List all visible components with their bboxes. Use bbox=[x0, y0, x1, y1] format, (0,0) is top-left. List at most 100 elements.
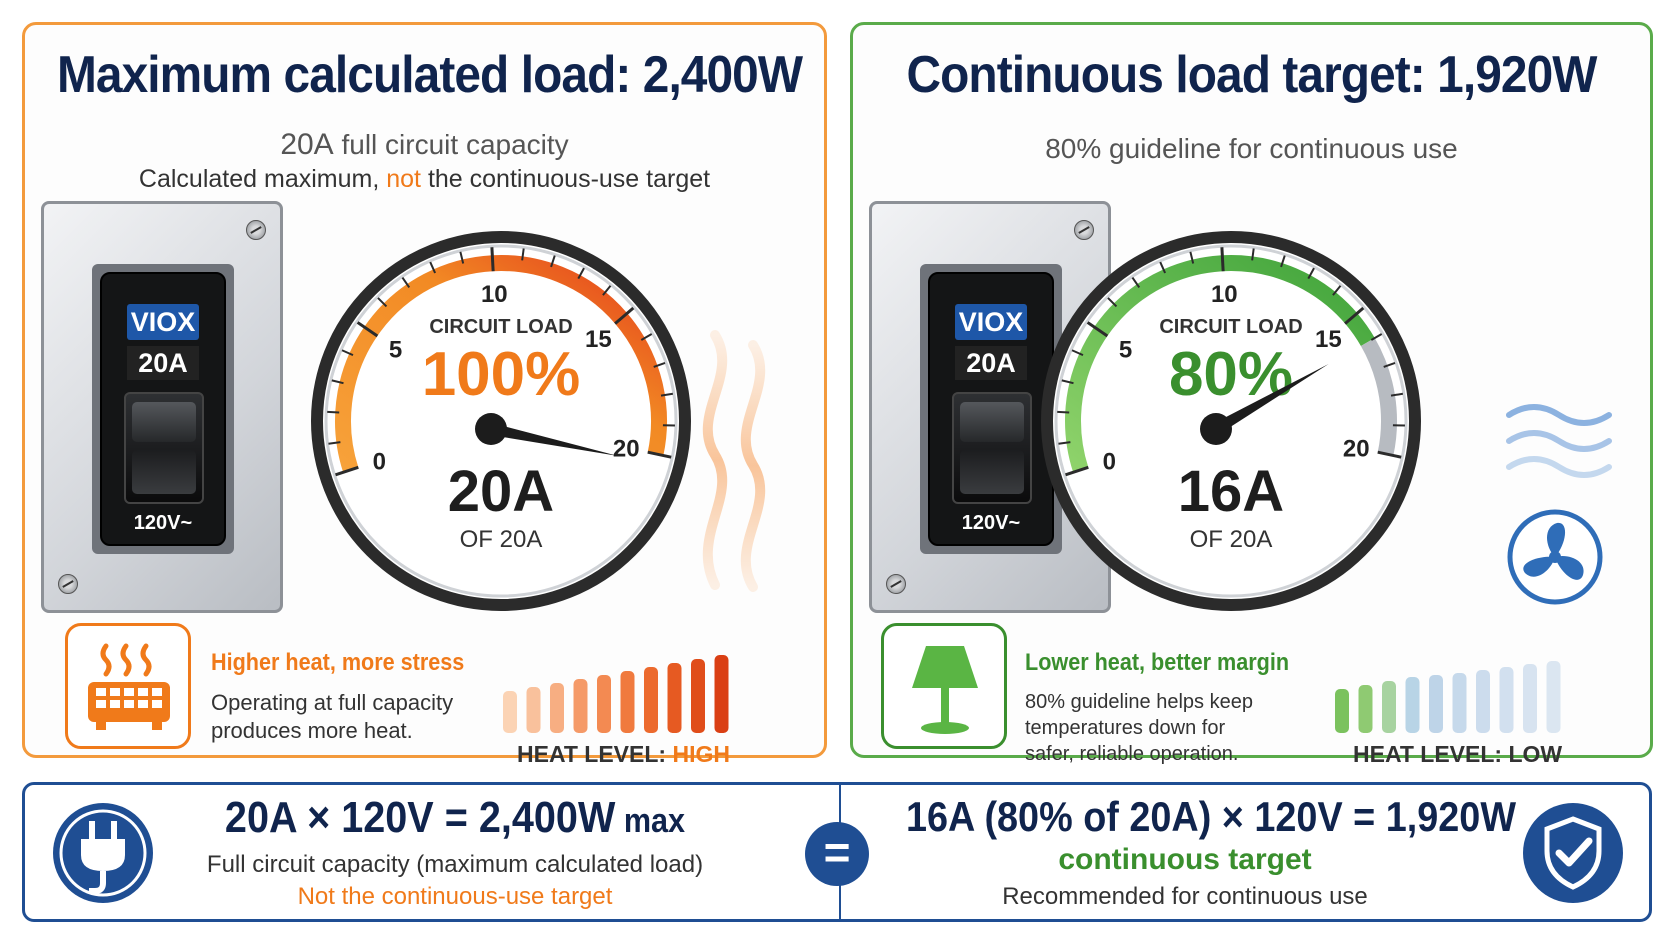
screw-icon bbox=[1074, 220, 1094, 240]
heat-status-title: Lower heat, better margin bbox=[1025, 649, 1290, 676]
gauge-tick-label: 0 bbox=[373, 449, 386, 476]
heat-bar bbox=[550, 683, 564, 733]
gauge-tick bbox=[521, 248, 525, 261]
heat-status-text: 80% guideline helps keep temperatures do… bbox=[1025, 691, 1253, 765]
heat-bar bbox=[1382, 681, 1396, 733]
heat-bar bbox=[1476, 670, 1490, 733]
heat-bar bbox=[667, 663, 682, 733]
heat-level-bars bbox=[503, 655, 729, 733]
max-load-panel: Maximum calculated load: 2,400W 20A full… bbox=[22, 22, 827, 767]
gauge-label: CIRCUIT LOAD bbox=[1159, 316, 1302, 338]
equals-icon: = bbox=[805, 822, 869, 886]
gauge-needle bbox=[489, 423, 619, 457]
gauge-tick bbox=[1107, 297, 1118, 308]
max-load-title: Maximum calculated load: 2,400W bbox=[56, 46, 803, 104]
gauge-tick bbox=[1332, 285, 1342, 296]
gauge-remaining-arc bbox=[1360, 338, 1397, 456]
gauge-tick bbox=[550, 255, 556, 268]
continuous-load-subtitle: 80% guideline for continuous use bbox=[1045, 133, 1458, 164]
gauge-tick bbox=[1383, 361, 1396, 368]
fan-icon bbox=[1507, 509, 1603, 605]
gauge-tick bbox=[1280, 255, 1286, 268]
gauge-tick bbox=[640, 333, 653, 341]
gauge-tick bbox=[1061, 379, 1074, 385]
gauge-tick bbox=[377, 297, 388, 308]
heat-bar bbox=[1335, 689, 1349, 733]
gauge-percent: 100% bbox=[422, 340, 581, 409]
gauge-tick-label: 10 bbox=[481, 281, 508, 308]
gauge-tick-label: 20 bbox=[613, 436, 640, 463]
heat-bar bbox=[503, 691, 517, 733]
heat-bar bbox=[1429, 675, 1443, 733]
max-load-note: Calculated maximum, not the continuous-u… bbox=[138, 165, 711, 193]
heat-bar bbox=[644, 667, 658, 733]
gauge-tick bbox=[1058, 441, 1071, 445]
gauge-tick bbox=[614, 306, 635, 325]
gauge-of: OF 20A bbox=[1190, 526, 1273, 553]
gauge-tick-label: 15 bbox=[1315, 326, 1342, 353]
continuous-load-title: Continuous load target: 1,920W bbox=[906, 46, 1597, 104]
breaker-voltage: 120V~ bbox=[133, 512, 193, 534]
gauge-tick-label: 15 bbox=[585, 326, 612, 353]
gauge-tick-label: 5 bbox=[1119, 337, 1132, 364]
heat-bar bbox=[573, 679, 588, 733]
gauge-tick bbox=[1307, 267, 1315, 280]
gauge-tick-label: 20 bbox=[1343, 436, 1370, 463]
heat-bar bbox=[1358, 685, 1373, 733]
gauge-needle bbox=[1213, 364, 1329, 435]
gauge-tick bbox=[335, 465, 359, 477]
circuit-load-gauge: 0 5 10 15 20 CIRCUIT LOAD 80% 16A OF 20A bbox=[1031, 221, 1431, 621]
breaker-rating: 20A bbox=[127, 346, 199, 380]
continuous-load-panel: Continuous load target: 1,920W 80% guide… bbox=[850, 22, 1653, 767]
circuit-breaker: VIOX 20A 120V~ bbox=[869, 201, 1111, 613]
gauge-tick bbox=[660, 392, 674, 397]
circuit-breaker: VIOX 20A 120V~ bbox=[41, 201, 283, 613]
gauge-tick bbox=[1377, 450, 1402, 459]
circuit-load-gauge: 0 5 10 15 20 CIRCUIT LOAD 100% 20A OF 20A bbox=[301, 221, 701, 621]
gauge-tick bbox=[647, 450, 672, 459]
gauge-load-arc bbox=[1065, 255, 1375, 473]
heat-bar bbox=[1499, 667, 1514, 733]
max-load-formula: 20A × 120V = 2,400W max bbox=[224, 793, 686, 842]
gauge-tick bbox=[1251, 248, 1255, 261]
heat-bar bbox=[714, 655, 729, 733]
gauge-hub bbox=[1200, 413, 1232, 445]
gauge-tick bbox=[327, 410, 340, 414]
gauge-tick bbox=[1370, 333, 1383, 341]
breaker-brand: VIOX bbox=[127, 304, 199, 340]
gauge-tick bbox=[1071, 349, 1084, 357]
gauge-hub bbox=[475, 413, 507, 445]
airflow-icon bbox=[1506, 404, 1612, 478]
breaker-toggle bbox=[952, 392, 1032, 504]
formula-bar: 20A × 120V = 2,400W max Full circuit cap… bbox=[22, 782, 1652, 922]
gauge-label: CIRCUIT LOAD bbox=[429, 316, 572, 338]
gauge-tick bbox=[1344, 306, 1365, 325]
heat-level-label: HEAT LEVEL: HIGH bbox=[517, 741, 730, 767]
heat-bar bbox=[620, 671, 635, 733]
gauge-tick bbox=[577, 267, 585, 280]
gauge-tick-label: 10 bbox=[1211, 281, 1238, 308]
breaker-brand: VIOX bbox=[955, 304, 1027, 340]
gauge-tick bbox=[1220, 247, 1225, 272]
gauge-tick bbox=[490, 247, 495, 272]
screw-icon bbox=[246, 220, 266, 240]
heat-bar bbox=[1452, 673, 1467, 733]
lamp-icon bbox=[881, 623, 1007, 749]
heat-status-title: Higher heat, more stress bbox=[211, 649, 465, 676]
breaker-toggle bbox=[124, 392, 204, 504]
gauge-tick bbox=[1159, 261, 1167, 274]
heat-bar bbox=[691, 659, 705, 733]
gauge-tick bbox=[328, 441, 341, 445]
gauge-tick bbox=[653, 361, 666, 368]
gauge-tick bbox=[1086, 321, 1109, 338]
screw-icon bbox=[58, 574, 78, 594]
gauge-tick bbox=[1390, 392, 1404, 397]
gauge-amps: 20A bbox=[448, 459, 554, 524]
heat-level-bars bbox=[1335, 661, 1561, 733]
screw-icon bbox=[886, 574, 906, 594]
gauge-tick-label: 0 bbox=[1103, 449, 1116, 476]
max-load-formula-note: Not the continuous-use target bbox=[297, 883, 613, 910]
shield-check-icon bbox=[1519, 799, 1627, 907]
gauge-tick bbox=[459, 251, 465, 264]
gauge-tick bbox=[429, 261, 437, 274]
